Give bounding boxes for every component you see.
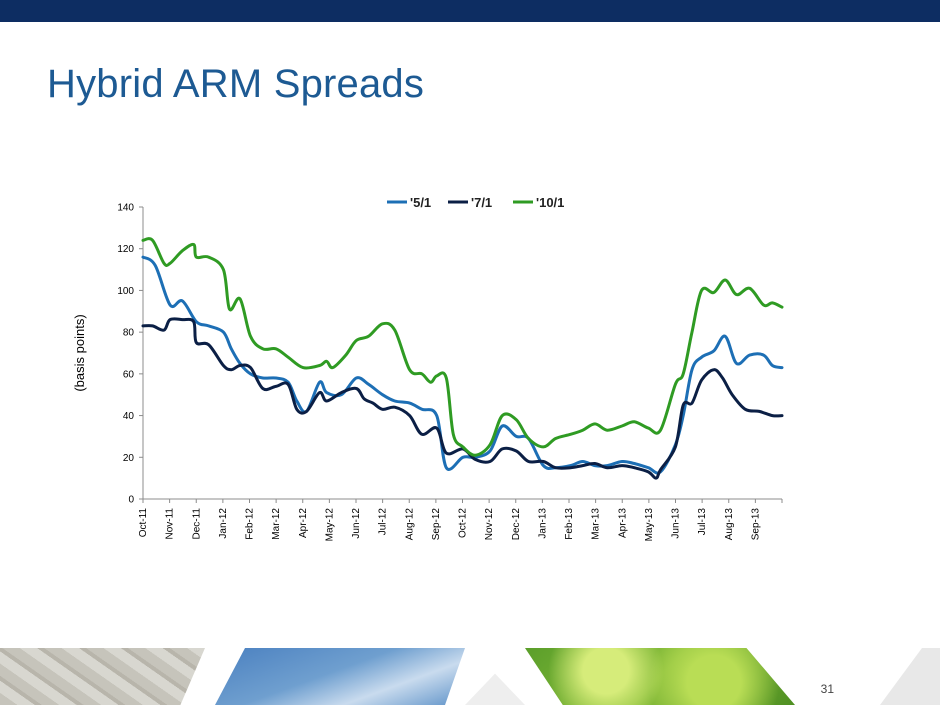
- y-tick-label: 40: [123, 411, 135, 422]
- x-tick-label: Dec-12: [511, 508, 522, 541]
- footer-image-strip: [0, 648, 940, 705]
- legend-label-3: '10/1: [536, 195, 564, 210]
- x-tick-label: Nov-11: [165, 508, 176, 540]
- rope-image: [0, 648, 205, 705]
- x-tick-label: Feb-12: [245, 508, 256, 540]
- y-tick-label: 100: [117, 286, 134, 297]
- x-tick-label: Jun-13: [671, 508, 682, 539]
- y-tick-label: 0: [128, 495, 134, 506]
- y-tick-label: 20: [123, 453, 135, 464]
- x-tick-label: Oct-11: [138, 508, 149, 538]
- x-tick-label: Mar-13: [591, 508, 602, 540]
- x-tick-label: Oct-12: [458, 508, 469, 538]
- x-tick-label: Sep-12: [431, 508, 442, 541]
- y-tick-label: 80: [123, 328, 135, 339]
- x-tick-label: Jul-12: [378, 508, 389, 536]
- legend-label-1: '5/1: [410, 195, 431, 210]
- series-line-3: [141, 237, 784, 457]
- x-tick-label: Aug-13: [724, 508, 735, 541]
- y-tick-label: 120: [117, 244, 134, 255]
- y-tick-label: 60: [123, 369, 135, 380]
- x-tick-label: Apr-12: [298, 508, 309, 538]
- x-tick-label: Dec-11: [191, 508, 202, 540]
- x-tick-label: Feb-13: [564, 508, 575, 540]
- x-tick-label: Apr-13: [617, 508, 628, 538]
- x-tick-label: Mar-12: [271, 508, 282, 540]
- y-tick-label: 140: [117, 203, 134, 214]
- x-tick-label: Sep-13: [750, 508, 761, 541]
- blank-panel: [465, 673, 525, 705]
- x-tick-label: May-12: [324, 508, 335, 542]
- x-tick-label: May-13: [644, 508, 655, 542]
- y-axis-label: (basis points): [72, 314, 87, 391]
- x-tick-label: Jan-12: [218, 508, 229, 539]
- series-line-2: [141, 317, 784, 480]
- x-tick-label: Aug-12: [404, 508, 415, 541]
- line-chart: 0 20 40 60 80 100 120 140 Oct-11 Nov-11 Dec-11 Jan-…: [72, 195, 784, 542]
- leaves-image: [525, 648, 795, 705]
- x-tick-label: Nov-12: [484, 508, 495, 541]
- page-number: 31: [820, 682, 834, 696]
- sky-image: [215, 648, 465, 705]
- x-tick-label: Jun-12: [351, 508, 362, 539]
- legend-label-2: '7/1: [471, 195, 492, 210]
- slide-title: Hybrid ARM Spreads: [47, 62, 425, 106]
- x-tick-label: Jul-13: [697, 508, 708, 536]
- blank-panel-right: [880, 648, 940, 705]
- top-bar: [0, 0, 940, 22]
- x-tick-label: Jan-13: [537, 508, 548, 539]
